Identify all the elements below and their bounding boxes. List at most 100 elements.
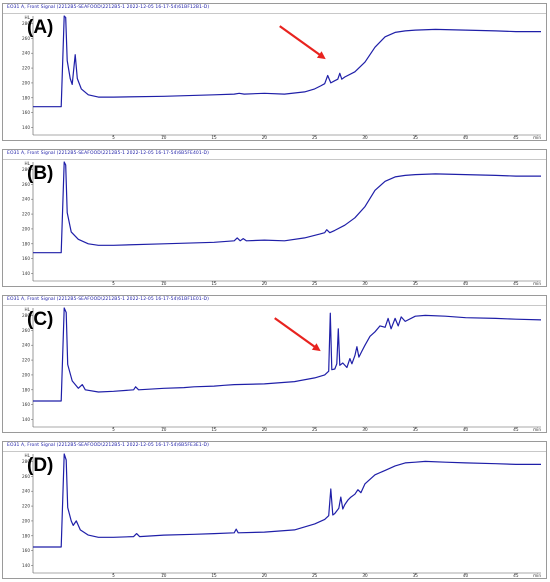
x-tick-label: 5 [112,427,115,432]
x-tick-label: 10 [161,573,167,578]
signal-trace [33,307,542,402]
x-tick-label: 15 [211,135,217,140]
arrow-head [311,343,321,352]
y-tick-label: 140 [22,125,30,130]
chromatogram-panel-a: EO31 A, Front Signal (2212B5-SEAFOOD\221… [2,3,547,141]
x-tick-label: 15 [211,573,217,578]
x-unit-label: min [533,281,541,286]
x-tick-label: 40 [463,427,469,432]
y-tick-label: 280 [22,459,30,464]
y-tick-label: 200 [22,372,30,377]
x-tick-label: 45 [513,135,519,140]
y-tick-label: 160 [22,402,30,407]
x-tick-label: 20 [262,281,268,286]
signal-trace [33,161,541,254]
x-tick-label: 35 [413,135,419,140]
y-tick-label: 280 [22,167,30,172]
arrow-shaft [274,317,317,349]
y-tick-label: 220 [22,66,30,71]
y-tick-label: 160 [22,110,30,115]
panel-header: EO31 A, Front Signal (2212B5-SEAFOOD\221… [3,442,546,452]
panel-letter: (B) [27,163,53,184]
y-unit-label: HL [25,15,31,20]
y-tick-label: 160 [22,548,30,553]
y-tick-label: 240 [22,51,30,56]
y-tick-label: 200 [22,226,30,231]
x-tick-label: 30 [362,281,368,286]
y-tick-label: 260 [22,36,30,41]
y-tick-label: 200 [22,518,30,523]
x-unit-label: min [533,427,541,432]
y-tick-label: 200 [22,80,30,85]
y-tick-label: 220 [22,212,30,217]
chromatogram-panel-b: EO31 A, Front Signal (2212B5-SEAFOOD\221… [2,149,547,287]
panel-header: EO31 A, Front Signal (2212B5-SEAFOOD\221… [3,296,546,306]
chromatogram-panel-c: EO31 A, Front Signal (2212B5-SEAFOOD\221… [2,295,547,433]
x-tick-label: 25 [312,135,318,140]
signal-title: EO31 A, Front Signal (2212B5-SEAFOOD\221… [7,297,209,302]
x-tick-label: 5 [112,281,115,286]
y-tick-label: 220 [22,504,30,509]
y-tick-label: 280 [22,313,30,318]
y-tick-label: 240 [22,343,30,348]
y-tick-label: 220 [22,358,30,363]
signal-trace [33,15,541,108]
signal-title: EO31 A, Front Signal (2212B5-SEAFOOD\221… [7,443,209,448]
x-unit-label: min [533,573,541,578]
x-tick-label: 15 [211,427,217,432]
x-tick-label: 40 [463,135,469,140]
y-tick-label: 180 [22,387,30,392]
panel-letter: (C) [27,309,53,330]
y-tick-label: 260 [22,474,30,479]
x-tick-label: 30 [362,135,368,140]
arrow-shaft [279,25,322,57]
y-tick-label: 160 [22,256,30,261]
x-tick-label: 10 [161,135,167,140]
signal-trace [33,453,541,548]
x-tick-label: 35 [413,281,419,286]
y-tick-label: 140 [22,271,30,276]
y-tick-label: 260 [22,328,30,333]
y-tick-label: 240 [22,489,30,494]
x-tick-label: 10 [161,427,167,432]
panel-letter: (D) [27,455,53,476]
x-tick-label: 25 [312,281,318,286]
y-tick-label: 140 [22,563,30,568]
x-tick-label: 45 [513,427,519,432]
panel-letter: (A) [27,17,53,38]
x-tick-label: 15 [211,281,217,286]
y-tick-label: 180 [22,533,30,538]
x-tick-label: 40 [463,573,469,578]
x-tick-label: 35 [413,427,419,432]
y-tick-label: 180 [22,241,30,246]
signal-title: EO31 A, Front Signal (2212B5-SEAFOOD\221… [7,151,209,156]
x-tick-label: 25 [312,427,318,432]
y-unit-label: HL [25,161,31,166]
x-tick-label: 5 [112,135,115,140]
x-tick-label: 20 [262,573,268,578]
y-tick-label: 140 [22,417,30,422]
x-tick-label: 20 [262,427,268,432]
panel-header: EO31 A, Front Signal (2212B5-SEAFOOD\221… [3,150,546,160]
y-tick-label: 280 [22,21,30,26]
y-tick-label: 240 [22,197,30,202]
y-tick-label: 260 [22,182,30,187]
signal-title: EO31 A, Front Signal (2212B5-SEAFOOD\221… [7,5,210,10]
x-unit-label: min [533,135,541,140]
x-tick-label: 35 [413,573,419,578]
x-tick-label: 45 [513,573,519,578]
x-tick-label: 40 [463,281,469,286]
x-tick-label: 30 [362,573,368,578]
x-tick-label: 20 [262,135,268,140]
x-tick-label: 25 [312,573,318,578]
chromatogram-panel-d: EO31 A, Front Signal (2212B5-SEAFOOD\221… [2,441,547,579]
panel-header: EO31 A, Front Signal (2212B5-SEAFOOD\221… [3,4,546,14]
x-tick-label: 45 [513,281,519,286]
x-tick-label: 10 [161,281,167,286]
x-tick-label: 5 [112,573,115,578]
x-tick-label: 30 [362,427,368,432]
y-unit-label: HL [25,307,31,312]
